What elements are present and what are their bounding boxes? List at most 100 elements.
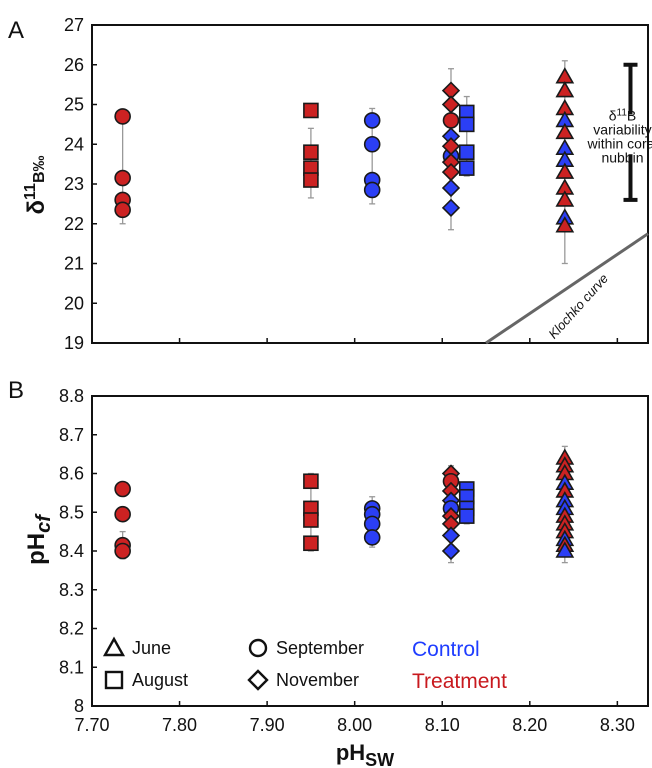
klochko-line — [485, 232, 649, 345]
x-label-main: pH — [336, 740, 365, 765]
data-point — [441, 541, 461, 561]
data-point — [114, 480, 131, 498]
x-tick-label: 7.80 — [162, 715, 197, 735]
legend-group-label: Control — [412, 638, 480, 661]
legend-group-label: Treatment — [412, 670, 507, 693]
axes-a — [91, 24, 649, 344]
data-point — [363, 112, 381, 129]
panel-b: B pHcf 88.18.28.38.48.58.68.78.8 7.70 7.8… — [8, 377, 649, 768]
data-point — [441, 95, 461, 114]
data-point — [363, 135, 381, 153]
data-point — [555, 216, 575, 233]
y-tick-label: 20 — [64, 293, 84, 313]
points-a — [114, 67, 575, 233]
data-point — [458, 144, 475, 160]
x-tick-label: 8.00 — [337, 715, 372, 735]
data-point — [441, 162, 461, 182]
legend-label: June — [132, 638, 171, 658]
data-point — [555, 162, 575, 179]
axes-b — [91, 395, 649, 707]
y-label-a-sup: 11 — [22, 183, 39, 200]
data-point — [303, 102, 319, 119]
data-point — [114, 169, 131, 187]
legend-label: November — [276, 670, 359, 690]
svg-text:δ11B‰: δ11B‰ — [22, 155, 50, 214]
data-point — [363, 181, 381, 199]
data-point — [303, 144, 319, 160]
y-tick-label: 27 — [64, 15, 84, 35]
data-point — [458, 116, 475, 133]
legend-triangle-icon — [102, 636, 126, 657]
x-tick-label: 8.10 — [425, 715, 460, 735]
y-tick-label: 8.8 — [59, 386, 84, 406]
variability-label-delta: δ — [609, 107, 617, 123]
variability-label-line: within coral — [586, 135, 652, 151]
x-ticks: 7.70 7.80 7.90 8.00 8.10 8.20 8.30 — [74, 715, 634, 735]
y-tick-label: 26 — [64, 55, 84, 75]
y-tick-label: 8.7 — [59, 425, 84, 445]
data-point — [363, 529, 381, 546]
data-point — [441, 198, 461, 217]
variability-label-sup: 11 — [617, 107, 628, 118]
y-tick-label: 8.5 — [59, 502, 84, 522]
variability-label-line: variability — [593, 121, 651, 137]
data-point — [303, 473, 319, 490]
data-point — [441, 178, 461, 198]
data-point — [555, 122, 575, 140]
legend-circle-icon — [248, 638, 268, 658]
variability-label-line: δ11B — [609, 107, 637, 123]
variability-label-b: B — [627, 107, 636, 123]
data-point — [458, 508, 475, 524]
data-point — [441, 526, 461, 545]
y-label-b-sub: cf — [33, 513, 55, 533]
data-point — [303, 512, 319, 528]
y-axis-label-a: δ11B‰ — [22, 155, 50, 214]
data-point — [458, 160, 475, 176]
x-tick-label: 8.20 — [512, 715, 547, 735]
y-tick-label: 23 — [64, 174, 84, 194]
legend-square-icon — [104, 670, 124, 690]
y-tick-label: 21 — [64, 254, 84, 274]
data-point — [114, 108, 131, 125]
x-label-sub: SW — [365, 750, 394, 768]
y-axis-label-b: pHcf — [23, 513, 55, 565]
data-point — [363, 515, 381, 533]
points-b — [114, 448, 575, 561]
y-ticks-a: 19 20 21 22 23 24 25 26 27 — [64, 15, 84, 353]
data-point — [303, 172, 319, 188]
y-tick-label: 25 — [64, 95, 84, 115]
legend-label: September — [276, 638, 364, 658]
legend-label: August — [132, 670, 188, 690]
errorbars-b — [119, 445, 568, 564]
data-point — [303, 535, 319, 552]
y-tick-label: 24 — [64, 134, 84, 154]
data-point — [114, 201, 131, 219]
data-point — [114, 542, 131, 560]
legend: June August September November Control Treatm… — [102, 636, 507, 693]
x-tick-label: 8.30 — [600, 715, 635, 735]
klochko-curve: Klochko curve — [485, 232, 649, 345]
y-tick-label: 8 — [74, 696, 84, 716]
variability-label-line: nubbin — [601, 149, 643, 165]
y-label-a-sub: B‰ — [31, 155, 48, 183]
data-point — [555, 190, 575, 207]
data-point — [555, 80, 575, 98]
y-tick-label: 19 — [64, 333, 84, 353]
panel-label-b: B — [8, 377, 24, 404]
svg-text:pHSW: pHSW — [336, 740, 394, 768]
data-point — [555, 67, 575, 84]
y-tick-label: 8.4 — [59, 541, 84, 561]
legend-diamond-icon — [247, 669, 269, 691]
y-tick-label: 8.1 — [59, 657, 84, 677]
x-tick-label: 7.70 — [74, 715, 109, 735]
data-point — [555, 541, 575, 558]
y-tick-label: 8.6 — [59, 464, 84, 484]
y-label-a-main: δ — [23, 200, 50, 215]
svg-text:pHcf: pHcf — [23, 513, 55, 565]
data-point — [442, 112, 460, 129]
y-tick-label: 8.3 — [59, 580, 84, 600]
errorbars-a — [119, 60, 568, 265]
